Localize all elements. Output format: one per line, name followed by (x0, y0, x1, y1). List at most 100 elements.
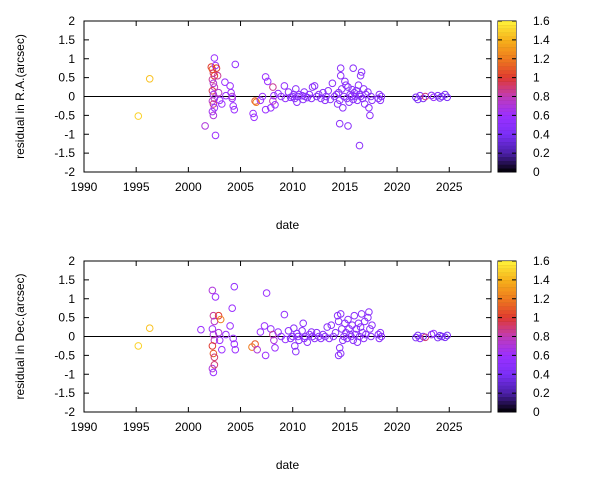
data-point (365, 104, 373, 112)
data-point (230, 105, 239, 114)
data-point (222, 330, 230, 339)
data-point (344, 83, 352, 91)
data-point (299, 319, 308, 328)
data-point (228, 304, 236, 313)
colorbar-tick-label: 1.2 (533, 52, 550, 66)
data-point (339, 336, 347, 345)
data-point (335, 119, 344, 128)
data-point (349, 64, 358, 72)
colorbar-band (498, 374, 516, 379)
colorbar-tick-label: 0 (533, 405, 540, 419)
colorbar-band (498, 160, 516, 165)
data-point (421, 333, 430, 342)
colorbar-tick-label: 0.4 (533, 367, 550, 381)
colorbar-band (498, 111, 516, 116)
data-point (253, 345, 262, 354)
colorbar-tick-label: 1 (533, 311, 540, 325)
colorbar-tick-label: 0.8 (533, 330, 550, 344)
data-point (441, 333, 449, 342)
colorbar-band (498, 39, 516, 44)
data-point (209, 100, 218, 108)
data-point (307, 94, 316, 103)
data-point (210, 104, 219, 112)
colorbar-band (498, 393, 516, 398)
x-tick-label: 1995 (123, 180, 150, 194)
data-point (327, 321, 336, 330)
colorbar-band (498, 279, 516, 284)
y-tick-label: 2 (68, 254, 75, 268)
colorbar-band (498, 306, 516, 311)
ra-colorbar-ticks: 0 0.2 0.4 0.6 0.8 1 1.2 1.4 1.6 (498, 14, 550, 179)
data-point (375, 334, 384, 343)
data-point (436, 94, 444, 102)
colorbar-band (498, 283, 516, 288)
colorbar-band (498, 66, 516, 71)
data-point (319, 330, 327, 339)
data-point (145, 324, 154, 333)
x-tick-label: 2015 (332, 180, 359, 194)
colorbar-band (498, 287, 516, 292)
data-point (295, 336, 303, 345)
colorbar-band (498, 164, 516, 169)
data-point (368, 96, 376, 105)
y-tick-label: -2 (64, 405, 75, 419)
data-point (333, 100, 342, 108)
colorbar-band (498, 317, 516, 322)
colorbar-band (498, 355, 516, 360)
y-tick-label: 2 (68, 14, 75, 28)
data-point (226, 322, 234, 330)
x-tick-label: 2005 (227, 180, 254, 194)
data-point (332, 90, 341, 99)
y-tick-label: -0.5 (54, 348, 75, 362)
data-point (350, 88, 359, 97)
data-point (216, 315, 225, 324)
data-point (323, 323, 332, 331)
colorbar-band (498, 122, 516, 127)
colorbar-band (498, 85, 516, 90)
data-point (429, 329, 438, 338)
data-point (434, 333, 442, 342)
data-point (414, 95, 422, 104)
data-point (317, 334, 325, 343)
data-point (209, 368, 218, 377)
colorbar-band (498, 100, 516, 105)
colorbar-band (498, 145, 516, 150)
data-point (336, 71, 345, 80)
data-point (218, 345, 226, 354)
data-point (214, 328, 223, 337)
colorbar-band (498, 325, 516, 330)
data-point (368, 321, 376, 330)
y-tick-label: 1 (68, 52, 75, 66)
data-point (208, 342, 217, 350)
x-tick-label: 2020 (384, 420, 411, 434)
colorbar-tick-label: 0.4 (533, 127, 550, 141)
colorbar-band (498, 21, 516, 26)
data-point (280, 310, 289, 319)
colorbar-tick-label: 0 (533, 165, 540, 179)
y-tick-label: 1.5 (58, 33, 75, 47)
data-point (341, 77, 349, 86)
data-point (230, 282, 239, 291)
colorbar-band (498, 400, 516, 405)
data-point (260, 322, 269, 330)
x-tick-label: 2010 (279, 180, 306, 194)
colorbar-band (498, 62, 516, 67)
data-point (209, 330, 218, 339)
colorbar-band (498, 336, 516, 341)
data-point (438, 332, 446, 341)
colorbar-band (498, 92, 516, 97)
data-point (256, 96, 265, 105)
data-point (221, 78, 229, 86)
data-point (298, 327, 306, 335)
ra-x-axis-label: date (276, 218, 300, 232)
data-point (261, 105, 270, 114)
data-point (315, 90, 323, 99)
colorbar-band (498, 328, 516, 334)
data-point (209, 311, 218, 320)
x-tick-label: 1990 (71, 420, 98, 434)
x-tick-label: 2000 (175, 180, 202, 194)
data-point (303, 338, 312, 347)
colorbar-band (498, 28, 516, 33)
data-point (261, 351, 270, 360)
data-point (271, 344, 279, 352)
